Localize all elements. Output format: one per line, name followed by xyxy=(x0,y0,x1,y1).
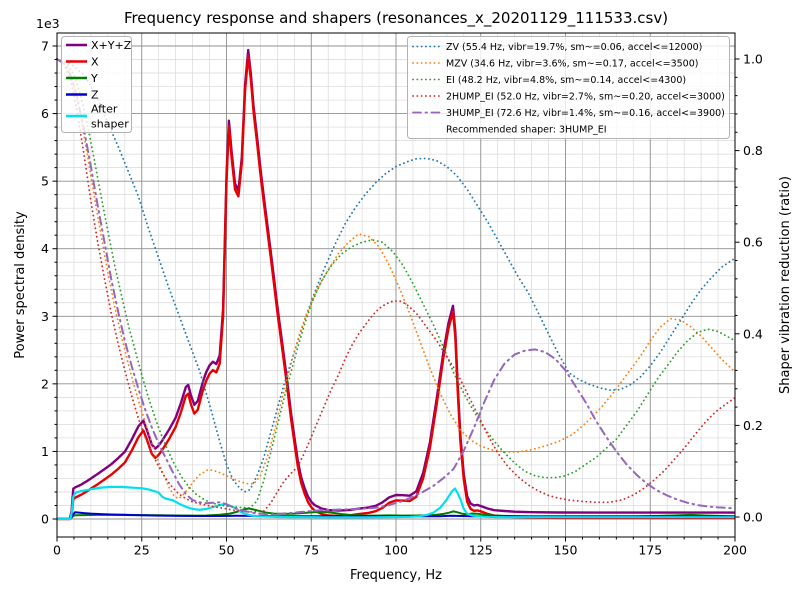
y-right-tick-label: 0.0 xyxy=(743,510,763,525)
y-right-axis-label: Shaper vibration reduction (ratio) xyxy=(778,176,793,394)
x-tick-label: 75 xyxy=(303,543,319,558)
legend-label-zv: ZV (55.4 Hz, vibr=19.7%, sm~=0.06, accel… xyxy=(446,42,702,53)
legend-label-3hump-ei: 3HUMP_EI (72.6 Hz, vibr=1.4%, sm~=0.16, … xyxy=(446,108,725,119)
y-right-tick-label: 0.4 xyxy=(743,326,763,341)
axis-ticks xyxy=(52,45,740,542)
series-x-line xyxy=(57,54,735,521)
y-left-tick-label: 3 xyxy=(41,309,49,324)
legend-label-y: Y xyxy=(90,72,98,85)
legend-label-xyz: X+Y+Z xyxy=(91,39,132,52)
y-right-tick-label: 1.0 xyxy=(743,52,763,67)
legend-label-ei: EI (48.2 Hz, vibr=4.8%, sm~=0.14, accel<… xyxy=(446,75,686,86)
series-2hump-ei-line xyxy=(56,58,736,513)
legend-right-box xyxy=(407,36,730,139)
x-tick-label: 200 xyxy=(723,543,747,558)
y-left-tick-label: 7 xyxy=(41,39,49,54)
y-right-tick-label: 0.8 xyxy=(743,143,763,158)
x-tick-label: 100 xyxy=(384,543,408,558)
legend-right: ZV (55.4 Hz, vibr=19.7%, sm~=0.06, accel… xyxy=(407,36,730,139)
x-tick-label: 50 xyxy=(219,543,235,558)
legend-label-x: X xyxy=(91,56,99,69)
legend-label-mzv: MZV (34.6 Hz, vibr=3.6%, sm~=0.17, accel… xyxy=(446,59,698,70)
recommended-shaper-note: Recommended shaper: 3HUMP_EI xyxy=(446,125,607,136)
x-tick-label: 0 xyxy=(53,543,61,558)
series-zv-line xyxy=(56,58,736,493)
x-tick-label: 125 xyxy=(469,543,493,558)
series-ei-line xyxy=(56,58,736,509)
y-left-tick-label: 4 xyxy=(41,241,49,256)
y-left-tick-label: 5 xyxy=(41,174,49,189)
y-right-tick-label: 0.2 xyxy=(743,418,763,433)
legend-label-2hump-ei: 2HUMP_EI (52.0 Hz, vibr=2.7%, sm~=0.20, … xyxy=(446,92,725,103)
series-group xyxy=(56,48,736,521)
y-left-tick-label: 2 xyxy=(41,376,49,391)
x-tick-label: 175 xyxy=(638,543,662,558)
x-tick-label: 150 xyxy=(554,543,578,558)
series-3hump-ei-line xyxy=(56,58,736,516)
y-right-tick-label: 0.6 xyxy=(743,235,763,250)
x-axis-label: Frequency, Hz xyxy=(350,568,442,583)
legend-label-after-shaper-line2: shaper xyxy=(91,118,129,131)
y-left-tick-label: 0 xyxy=(41,512,49,527)
series-after-shaper-line xyxy=(57,485,735,520)
axis-tick-labels: 0 25 50 75 100 125 150 175 200 0 1 2 3 4 5 6 7 0.0 0.2 0.4 0… xyxy=(41,39,763,558)
chart-title: Frequency response and shapers (resonanc… xyxy=(124,9,668,28)
y-left-offset-label: 1e3 xyxy=(36,16,60,31)
y-left-tick-label: 6 xyxy=(41,106,49,121)
legend-label-z: Z xyxy=(91,89,99,102)
x-tick-label: 25 xyxy=(134,543,150,558)
y-left-axis-label: Power spectral density xyxy=(13,211,28,359)
y-left-tick-label: 1 xyxy=(41,444,49,459)
legend-label-after-shaper: After xyxy=(91,103,118,116)
